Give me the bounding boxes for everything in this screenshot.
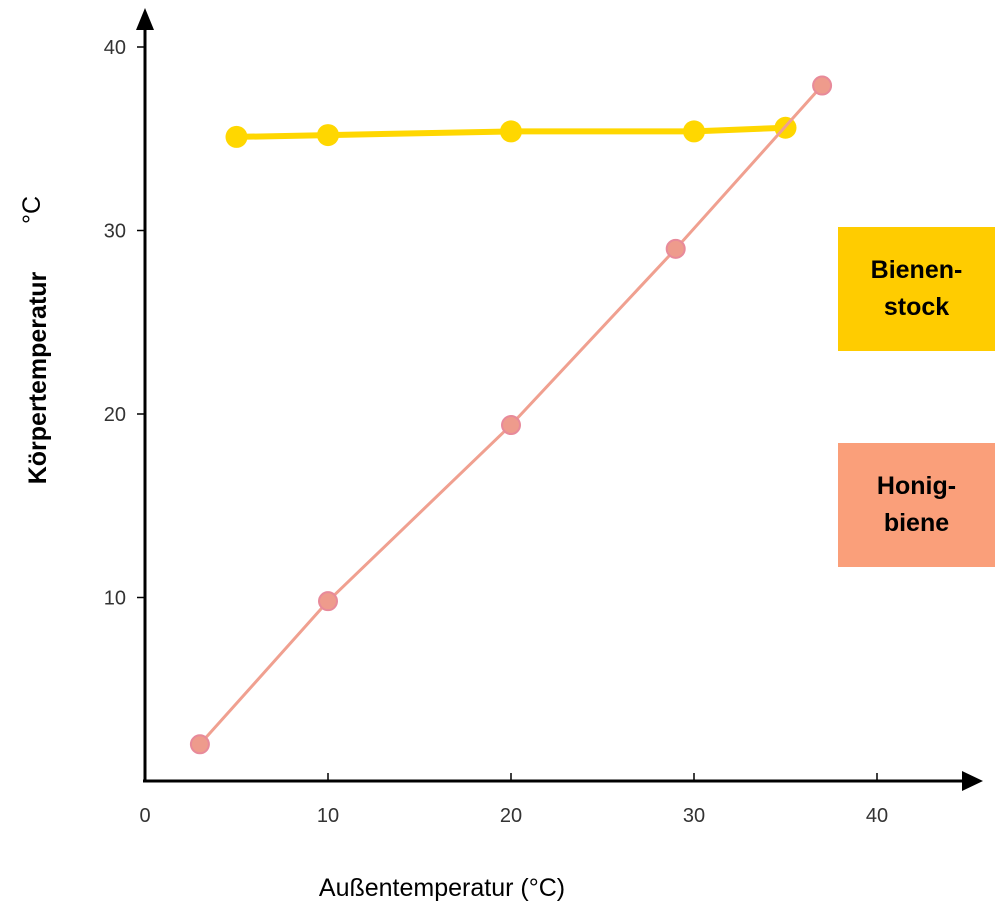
data-point-bienenstock <box>225 125 248 148</box>
legend-bienenstock: Bienen- stock <box>838 227 995 351</box>
y-axis-arrow-icon <box>136 8 154 30</box>
y-tick-label: 20 <box>104 404 126 426</box>
data-point-honigbiene <box>318 591 338 612</box>
x-tick-label: 30 <box>683 805 705 827</box>
series-line-honigbiene <box>198 84 824 746</box>
data-point-honigbiene <box>501 415 521 436</box>
axes <box>136 8 983 791</box>
ticks: 0 10 20 30 40 10 20 30 40 <box>104 37 888 827</box>
data-point-bienenstock <box>683 120 705 143</box>
x-axis-arrow-icon <box>962 771 983 791</box>
x-tick-label: 10 <box>317 805 339 827</box>
series-layer <box>189 75 833 755</box>
y-tick-label: 10 <box>104 588 126 610</box>
data-point-honigbiene <box>665 238 686 259</box>
legend-bienenstock-line1: Bienen- <box>870 256 963 284</box>
legend-bienenstock-line2: stock <box>883 293 950 321</box>
data-point-bienenstock <box>500 120 522 143</box>
data-point-bienenstock <box>317 124 339 147</box>
y-axis-label: Körpertemperatur <box>24 271 52 484</box>
x-tick-label: 20 <box>500 805 522 827</box>
data-point-honigbiene <box>189 734 210 755</box>
y-tick-label: 40 <box>104 37 126 59</box>
legend-honigbiene: Honig- biene <box>838 443 995 567</box>
legend-honigbiene-line2: biene <box>883 509 950 537</box>
x-tick-label: 0 <box>139 805 150 827</box>
data-point-honigbiene <box>812 75 833 96</box>
x-axis-label: Außentemperatur (°C) <box>319 874 565 902</box>
x-tick-label: 40 <box>866 805 888 827</box>
y-tick-label: 30 <box>104 221 126 243</box>
y-axis-unit-label: °C <box>18 196 46 224</box>
legend-honigbiene-line1: Honig- <box>876 472 957 500</box>
